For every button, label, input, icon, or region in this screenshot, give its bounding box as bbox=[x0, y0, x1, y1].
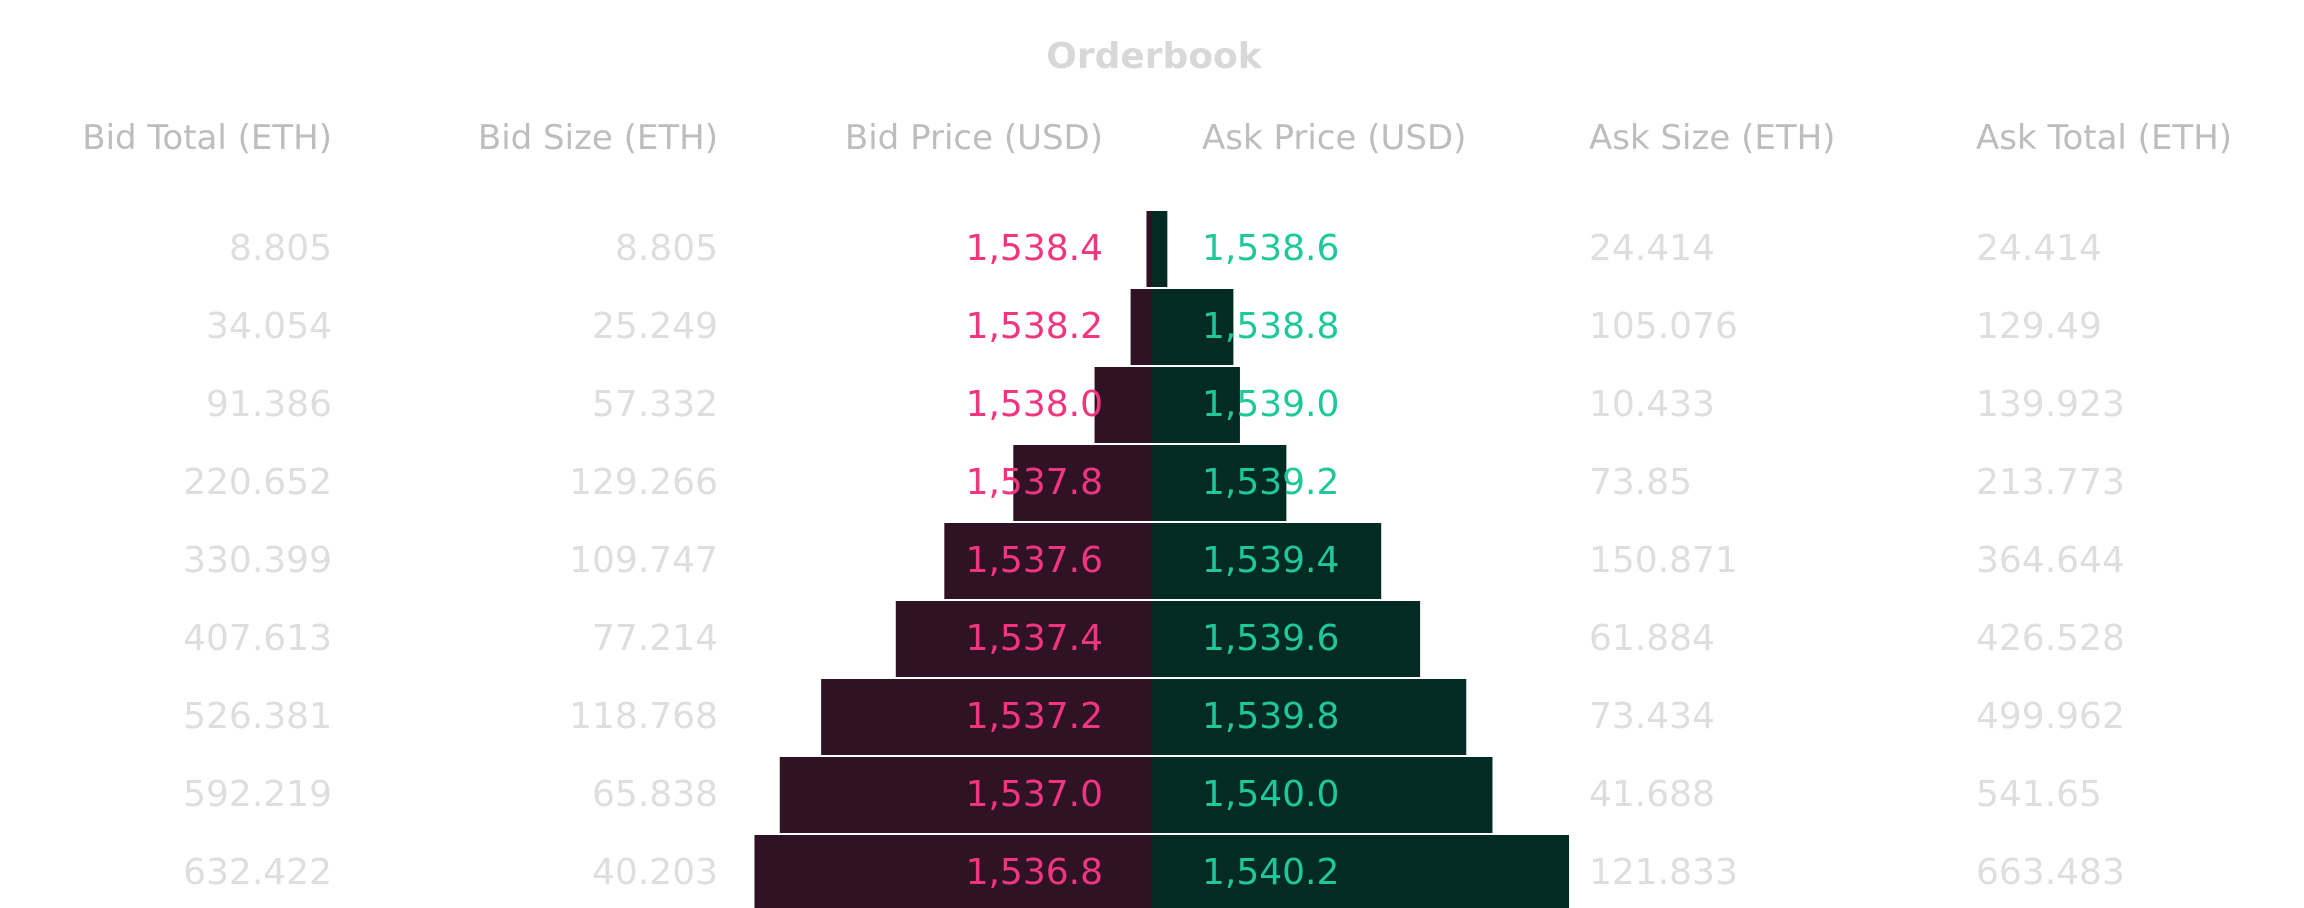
orderbook-row: 632.422 40.203 1,536.8 1,540.2 121.833 663.48… bbox=[183, 852, 2125, 893]
orderbook-row: 8.805 8.805 1,538.4 1,538.6 24.414 24.414 bbox=[229, 228, 2102, 269]
ask-total-label: 426.528 bbox=[1976, 618, 2125, 659]
bid-depth-bar bbox=[895, 601, 1152, 677]
bid-price-label: 1,537.2 bbox=[966, 696, 1103, 737]
bid-total-label: 8.805 bbox=[229, 228, 332, 269]
bid-depth-bar bbox=[779, 757, 1152, 833]
header-ask-size: Ask Size (ETH) bbox=[1589, 118, 1835, 158]
ask-total-label: 213.773 bbox=[1976, 462, 2125, 503]
ask-depth-bar bbox=[1152, 211, 1168, 287]
orderbook-row: 220.652 129.266 1,537.8 1,539.2 73.85 213.773 bbox=[183, 462, 2125, 503]
ask-total-label: 139.923 bbox=[1976, 384, 2125, 425]
orderbook-row: 34.054 25.249 1,538.2 1,538.8 105.076 129.49 bbox=[206, 306, 2102, 347]
bid-total-label: 632.422 bbox=[183, 852, 332, 893]
bid-total-label: 526.381 bbox=[183, 696, 332, 737]
header-ask-total: Ask Total (ETH) bbox=[1976, 118, 2232, 158]
ask-depth-bar bbox=[1152, 367, 1240, 443]
ask-depth-bar bbox=[1152, 757, 1493, 833]
bid-total-label: 34.054 bbox=[206, 306, 332, 347]
ask-total-label: 24.414 bbox=[1976, 228, 2102, 269]
ask-price-label: 1,539.6 bbox=[1202, 618, 1339, 659]
ask-depth-bar bbox=[1152, 445, 1287, 521]
bid-size-label: 8.805 bbox=[615, 228, 718, 269]
ask-total-label: 499.962 bbox=[1976, 696, 2125, 737]
bid-depth-bar bbox=[1130, 289, 1152, 365]
bid-size-label: 25.249 bbox=[592, 306, 718, 347]
bid-price-label: 1,537.4 bbox=[966, 618, 1103, 659]
orderbook-row: 91.386 57.332 1,538.0 1,539.0 10.433 139.923 bbox=[206, 384, 2125, 425]
bid-size-label: 109.747 bbox=[569, 540, 718, 581]
bid-depth-bar bbox=[1146, 211, 1152, 287]
ask-size-label: 105.076 bbox=[1589, 306, 1738, 347]
bid-depth-bar bbox=[821, 679, 1152, 755]
chart-title: Orderbook bbox=[1046, 36, 1263, 77]
bid-size-label: 129.266 bbox=[569, 462, 718, 503]
bid-size-label: 118.768 bbox=[569, 696, 718, 737]
ask-depth-bar bbox=[1152, 289, 1234, 365]
ask-depth-bar bbox=[1152, 601, 1421, 677]
ask-price-label: 1,539.8 bbox=[1202, 696, 1339, 737]
bid-depth-bar bbox=[754, 835, 1152, 908]
ask-price-label: 1,538.8 bbox=[1202, 306, 1339, 347]
ask-size-label: 73.85 bbox=[1589, 462, 1692, 503]
bid-total-label: 91.386 bbox=[206, 384, 332, 425]
bid-price-label: 1,537.6 bbox=[966, 540, 1103, 581]
bid-price-label: 1,538.2 bbox=[966, 306, 1103, 347]
bid-total-label: 330.399 bbox=[183, 540, 332, 581]
ask-depth-bar bbox=[1152, 835, 1570, 908]
ask-price-label: 1,539.2 bbox=[1202, 462, 1339, 503]
bid-size-label: 57.332 bbox=[592, 384, 718, 425]
ask-total-label: 663.483 bbox=[1976, 852, 2125, 893]
bid-price-label: 1,538.4 bbox=[966, 228, 1103, 269]
bid-size-label: 40.203 bbox=[592, 852, 718, 893]
bid-price-label: 1,536.8 bbox=[966, 852, 1103, 893]
ask-total-label: 129.49 bbox=[1976, 306, 2102, 347]
ask-size-label: 61.884 bbox=[1589, 618, 1715, 659]
ask-price-label: 1,539.4 bbox=[1202, 540, 1339, 581]
bid-price-label: 1,537.0 bbox=[966, 774, 1103, 815]
bid-total-label: 407.613 bbox=[183, 618, 332, 659]
bid-size-label: 65.838 bbox=[592, 774, 718, 815]
orderbook-row: 407.613 77.214 1,537.4 1,539.6 61.884 426.528 bbox=[183, 618, 2125, 659]
ask-total-label: 541.65 bbox=[1976, 774, 2102, 815]
ask-size-label: 121.833 bbox=[1589, 852, 1738, 893]
ask-size-label: 150.871 bbox=[1589, 540, 1738, 581]
orderbook-rows: 8.805 8.805 1,538.4 1,538.6 24.414 24.414 34.0… bbox=[183, 228, 2125, 893]
orderbook-row: 592.219 65.838 1,537.0 1,540.0 41.688 541.65 bbox=[183, 774, 2102, 815]
ask-price-label: 1,540.2 bbox=[1202, 852, 1339, 893]
header-bid-total: Bid Total (ETH) bbox=[82, 118, 332, 158]
ask-depth-bar bbox=[1152, 523, 1382, 599]
ask-depth-bar bbox=[1152, 679, 1467, 755]
bid-depth-bar bbox=[1094, 367, 1152, 443]
bid-total-label: 592.219 bbox=[183, 774, 332, 815]
orderbook-row: 330.399 109.747 1,537.6 1,539.4 150.871 364.6… bbox=[183, 540, 2125, 581]
ask-size-label: 41.688 bbox=[1589, 774, 1715, 815]
header-ask-price: Ask Price (USD) bbox=[1202, 118, 1466, 158]
ask-total-label: 364.644 bbox=[1976, 540, 2125, 581]
orderbook-row: 526.381 118.768 1,537.2 1,539.8 73.434 499.96… bbox=[183, 696, 2125, 737]
bid-total-label: 220.652 bbox=[183, 462, 332, 503]
header-bid-price: Bid Price (USD) bbox=[845, 118, 1103, 158]
ask-price-label: 1,538.6 bbox=[1202, 228, 1339, 269]
bid-depth-bar bbox=[944, 523, 1152, 599]
ask-size-label: 10.433 bbox=[1589, 384, 1715, 425]
bid-depth-bar bbox=[1013, 445, 1152, 521]
ask-size-label: 24.414 bbox=[1589, 228, 1715, 269]
column-headers: Bid Total (ETH) Bid Size (ETH) Bid Price… bbox=[82, 118, 2232, 158]
ask-price-label: 1,539.0 bbox=[1202, 384, 1339, 425]
depth-bars bbox=[754, 211, 1570, 908]
ask-size-label: 73.434 bbox=[1589, 696, 1715, 737]
bid-size-label: 77.214 bbox=[592, 618, 718, 659]
header-bid-size: Bid Size (ETH) bbox=[478, 118, 718, 158]
bid-price-label: 1,538.0 bbox=[966, 384, 1103, 425]
bid-price-label: 1,537.8 bbox=[966, 462, 1103, 503]
ask-price-label: 1,540.0 bbox=[1202, 774, 1339, 815]
